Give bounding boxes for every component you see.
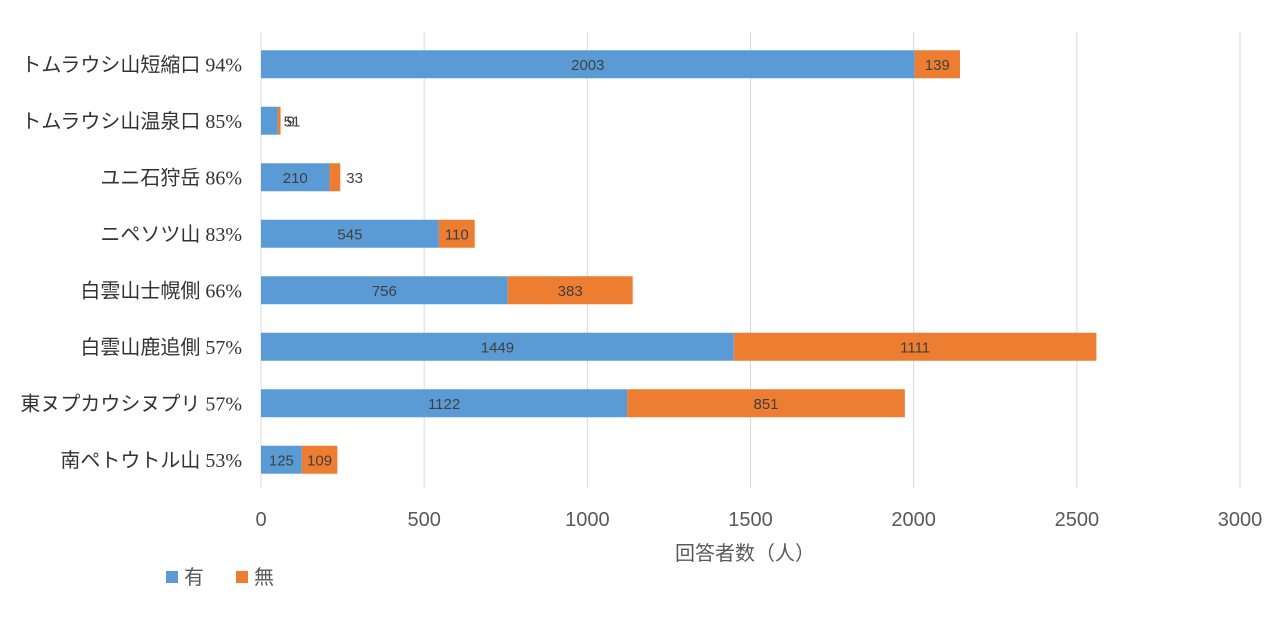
bar-segment — [438, 219, 475, 248]
data-label: 109 — [307, 452, 332, 469]
data-label: 210 — [283, 170, 308, 187]
bar-segment — [329, 163, 341, 192]
data-label: 1449 — [481, 339, 514, 356]
category-label: 白雲山士幌側 66% — [80, 279, 242, 302]
x-tick-label: 1500 — [728, 509, 773, 531]
bar-segment — [261, 50, 915, 79]
category-label: ユニ石狩岳 86% — [100, 166, 242, 189]
bar-segment — [261, 332, 734, 361]
data-label: 545 — [337, 226, 362, 243]
data-label: 851 — [753, 396, 778, 413]
x-tick-label: 2500 — [1055, 509, 1100, 531]
bar-segment — [261, 219, 439, 248]
data-label: 33 — [346, 170, 363, 187]
data-label: 139 — [925, 57, 950, 74]
legend-label: 無 — [254, 565, 274, 589]
legend-swatch — [166, 571, 178, 583]
bar-segment — [261, 163, 330, 192]
bar-segment — [261, 445, 302, 474]
x-tick-label: 3000 — [1218, 509, 1263, 531]
x-tick-labels: 0 500 1000 1500 2000 2500 3000 — [255, 509, 1262, 531]
bar-segment — [914, 50, 961, 79]
x-tick-label: 500 — [407, 509, 440, 531]
category-labels: トムラウシ山短縮口 94% トムラウシ山温泉口 85% ユニ石狩岳 86% ニペソツ山… — [20, 53, 242, 472]
category-label: ニペソツ山 83% — [100, 223, 242, 246]
bar-segment — [261, 389, 628, 418]
data-label: 1122 — [428, 396, 460, 413]
category-label: 南ペトウトル山 53% — [60, 449, 242, 472]
bar-segment — [261, 106, 278, 135]
data-label: 9 — [287, 113, 295, 130]
data-label: 2003 — [571, 57, 604, 74]
category-label: 白雲山鹿追側 57% — [80, 336, 242, 359]
category-label: トムラウシ山短縮口 94% — [21, 53, 242, 76]
data-label: 110 — [445, 226, 469, 243]
legend: 有無 — [166, 565, 274, 589]
x-tick-label: 2000 — [891, 509, 936, 531]
gridlines — [260, 32, 1241, 488]
data-labels: 2003 139 519 210 33 545 110 756 383 1449 1111 1122 8… — [269, 57, 950, 470]
data-label: 1111 — [900, 339, 930, 356]
data-label: 51 — [284, 113, 301, 130]
data-label: 756 — [372, 283, 397, 300]
category-label: 東ヌプカウシヌプリ 57% — [20, 392, 242, 415]
x-tick-label: 0 — [255, 509, 266, 531]
legend-swatch — [236, 571, 248, 583]
bar-segment — [627, 389, 905, 418]
bar-segment — [301, 445, 338, 474]
data-label: 125 — [269, 452, 294, 469]
data-label: 383 — [558, 283, 583, 300]
legend-label: 有 — [184, 565, 204, 589]
bar-segment — [277, 106, 281, 135]
bar-segment — [733, 332, 1097, 361]
bar-segment — [507, 276, 633, 305]
bars — [261, 50, 1097, 474]
bar-segment — [261, 276, 508, 305]
category-label: トムラウシ山温泉口 85% — [21, 110, 242, 133]
x-tick-label: 1000 — [565, 509, 610, 531]
x-axis-title: 回答者数（人） — [675, 541, 815, 565]
